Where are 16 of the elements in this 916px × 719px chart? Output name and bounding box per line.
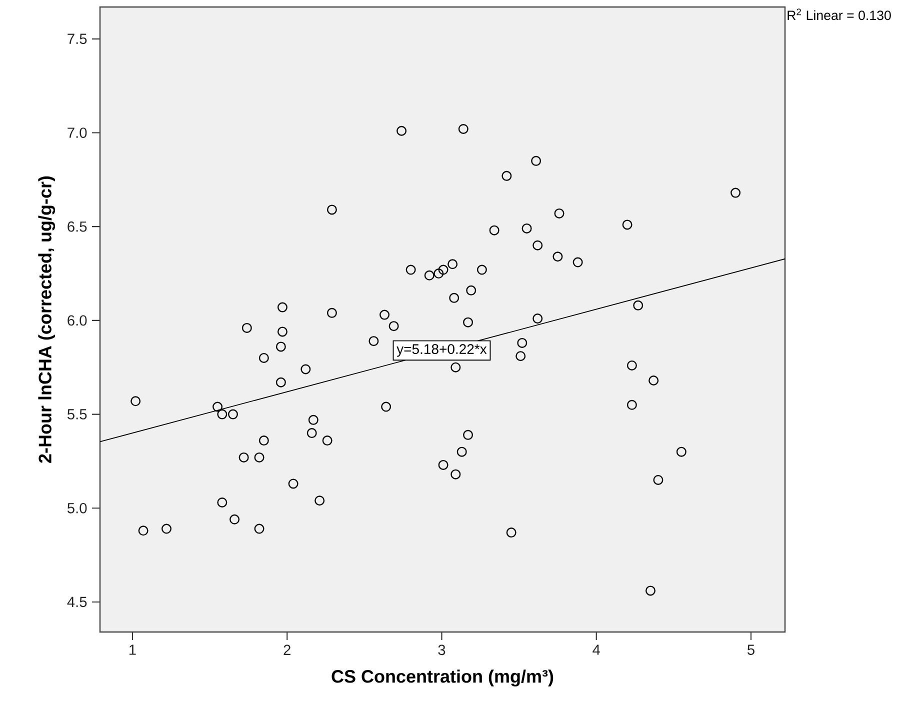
y-tick-label: 6.0 (68, 315, 87, 326)
y-axis-title: 2-Hour lnCHA (corrected, ug/g-cr) (38, 176, 56, 463)
y-tick-label: 7.0 (68, 128, 87, 138)
x-tick-label: 1 (130, 644, 136, 655)
y-tick-label: 4.5 (67, 596, 87, 608)
x-tick-label: 3 (438, 644, 446, 656)
y-tick-label: 5.5 (67, 409, 87, 420)
annotation: y=5.18+0.22*x (396, 344, 487, 357)
y-tick-label: 5.0 (67, 502, 87, 514)
x-axis-title: CS Concentration (mg/m³) (332, 670, 554, 686)
y-tick-label: 6.5 (68, 221, 87, 232)
x-tick-label: 4 (592, 644, 600, 655)
x-tick-label: 5 (748, 644, 754, 655)
y-tick-label: 7.5 (68, 34, 87, 44)
text: R$^{2}$ Linear = 0.130 (788, 8, 891, 20)
x-tick-label: 2 (284, 644, 290, 655)
